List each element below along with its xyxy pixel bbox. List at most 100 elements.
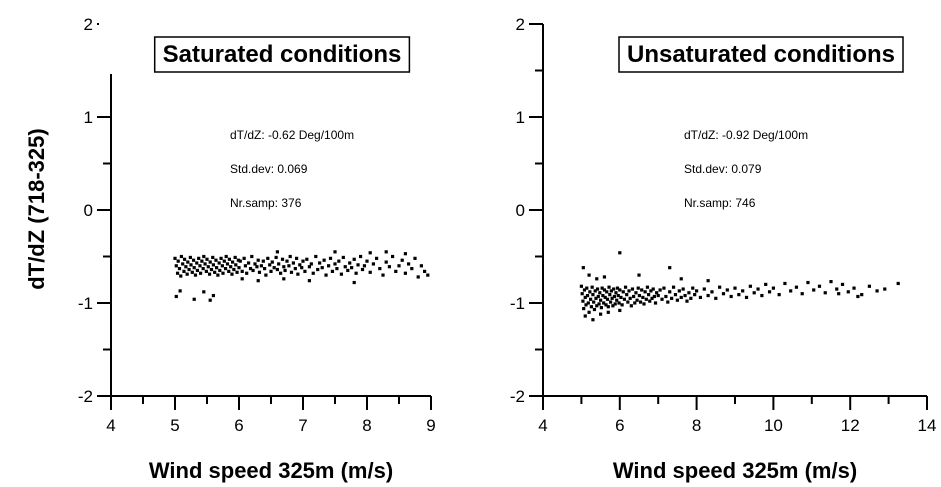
saturated-data-point — [426, 273, 430, 277]
saturated-axes: -2 -1 0 1 2 4 5 6 7 8 9 Wind speed 325m (m/s) — [78, 15, 436, 483]
saturated-data-point — [394, 269, 398, 273]
unsaturated-data-point — [896, 281, 900, 286]
saturated-data-point — [185, 272, 189, 276]
saturated-data-point — [348, 261, 352, 265]
saturated-data-point — [227, 269, 231, 273]
unsaturated-data-point — [837, 292, 841, 296]
unsaturated-data-point — [752, 291, 756, 295]
saturated-data-point — [182, 269, 186, 273]
saturated-data-point — [240, 269, 244, 273]
saturated-data-point — [298, 263, 302, 267]
saturated-x-tick-label: 8 — [362, 416, 371, 435]
saturated-data-point — [174, 264, 178, 268]
unsaturated-x-tick-label: 14 — [918, 416, 937, 435]
unsaturated-data-point — [670, 296, 674, 300]
saturated-data-point — [295, 256, 299, 260]
saturated-data-point — [300, 266, 304, 270]
unsaturated-data-point — [628, 296, 632, 300]
unsaturated-data-point — [668, 290, 672, 294]
unsaturated-data-point — [640, 288, 644, 292]
unsaturated-data-point — [621, 290, 625, 294]
unsaturated-title-frame — [618, 36, 904, 73]
unsaturated-data-point — [644, 297, 648, 301]
unsaturated-data-point — [620, 303, 624, 307]
saturated-data-point — [192, 266, 196, 270]
saturated-data-point — [223, 266, 228, 271]
unsaturated-data-point — [777, 293, 781, 297]
unsaturated-data-point — [609, 289, 613, 293]
saturated-data-point — [397, 264, 401, 268]
saturated-data-point — [279, 271, 283, 275]
unsaturated-data-point — [685, 299, 689, 303]
unsaturated-data-point — [748, 284, 752, 288]
saturated-data-point — [264, 273, 268, 277]
saturated-data-point — [187, 267, 191, 272]
saturated-data-point — [362, 264, 367, 268]
unsaturated-data-point — [612, 294, 617, 299]
unsaturated-data-point — [693, 293, 697, 297]
saturated-data-point — [343, 265, 347, 269]
saturated-y-tick-label: 1 — [84, 108, 93, 127]
unsaturated-data-point — [603, 295, 607, 300]
saturated-x-tick-label: 4 — [106, 416, 115, 435]
saturated-data-point — [184, 265, 188, 269]
unsaturated-data-point — [783, 281, 787, 286]
saturated-data-point — [253, 262, 257, 266]
saturated-data-point — [322, 258, 326, 262]
saturated-y-tick-label: -2 — [78, 387, 93, 406]
saturated-data-point — [413, 256, 417, 260]
unsaturated-data-point — [655, 291, 659, 295]
unsaturated-data-point — [627, 289, 631, 293]
unsaturated-data-point — [602, 301, 606, 305]
saturated-data-point — [288, 254, 292, 259]
saturated-data-point — [350, 266, 354, 270]
saturated-data-point — [368, 251, 372, 255]
unsaturated-data-point — [599, 312, 603, 316]
saturated-data-point — [175, 271, 180, 275]
saturated-data-point — [247, 261, 251, 265]
saturated-data-point — [190, 270, 194, 274]
saturated-data-point — [285, 259, 289, 263]
saturated-panel-title: Saturated conditions — [163, 41, 402, 68]
unsaturated-data-point — [835, 287, 839, 291]
saturated-data-point — [403, 271, 407, 275]
unsaturated-data-point — [602, 288, 607, 292]
unsaturated-data-point — [626, 300, 630, 304]
unsaturated-data-point — [675, 298, 679, 302]
unsaturated-data-point — [595, 304, 599, 308]
unsaturated-data-point — [602, 275, 607, 279]
saturated-data-point — [204, 269, 208, 273]
unsaturated-data-point — [794, 285, 799, 289]
saturated-data-point — [205, 257, 209, 261]
unsaturated-data-point — [789, 289, 793, 293]
saturated-data-point — [225, 262, 230, 266]
unsaturated-data-point — [648, 299, 652, 303]
unsaturated-data-point — [583, 314, 587, 318]
unsaturated-data-point — [666, 300, 670, 304]
unsaturated-data-point — [860, 293, 864, 297]
saturated-data-point — [410, 266, 414, 271]
y-axis-title: dT/dZ (718-325) — [24, 128, 49, 289]
unsaturated-data-point — [632, 294, 636, 299]
unsaturated-data-point — [702, 287, 706, 291]
unsaturated-data-point — [582, 306, 586, 311]
unsaturated-data-point — [637, 293, 641, 298]
saturated-data-point — [199, 271, 203, 275]
unsaturated-data-point — [606, 305, 610, 309]
unsaturated-x-tick-label: 12 — [841, 416, 860, 435]
saturated-data-point — [283, 268, 287, 273]
saturated-data-point — [229, 265, 233, 269]
saturated-x-tick-label: 5 — [170, 416, 179, 435]
saturated-title-frame — [153, 36, 411, 73]
unsaturated-data-point — [653, 301, 658, 305]
saturated-data-point — [256, 258, 260, 262]
saturated-data-point — [216, 273, 220, 277]
saturated-data-point — [179, 254, 183, 259]
saturated-data-point — [178, 289, 182, 293]
unsaturated-data-point — [595, 287, 600, 291]
saturated-x-tick-label: 7 — [298, 416, 307, 435]
unsaturated-data-point — [589, 297, 593, 301]
unsaturated-data-point — [656, 293, 660, 298]
unsaturated-data-point — [764, 282, 768, 286]
